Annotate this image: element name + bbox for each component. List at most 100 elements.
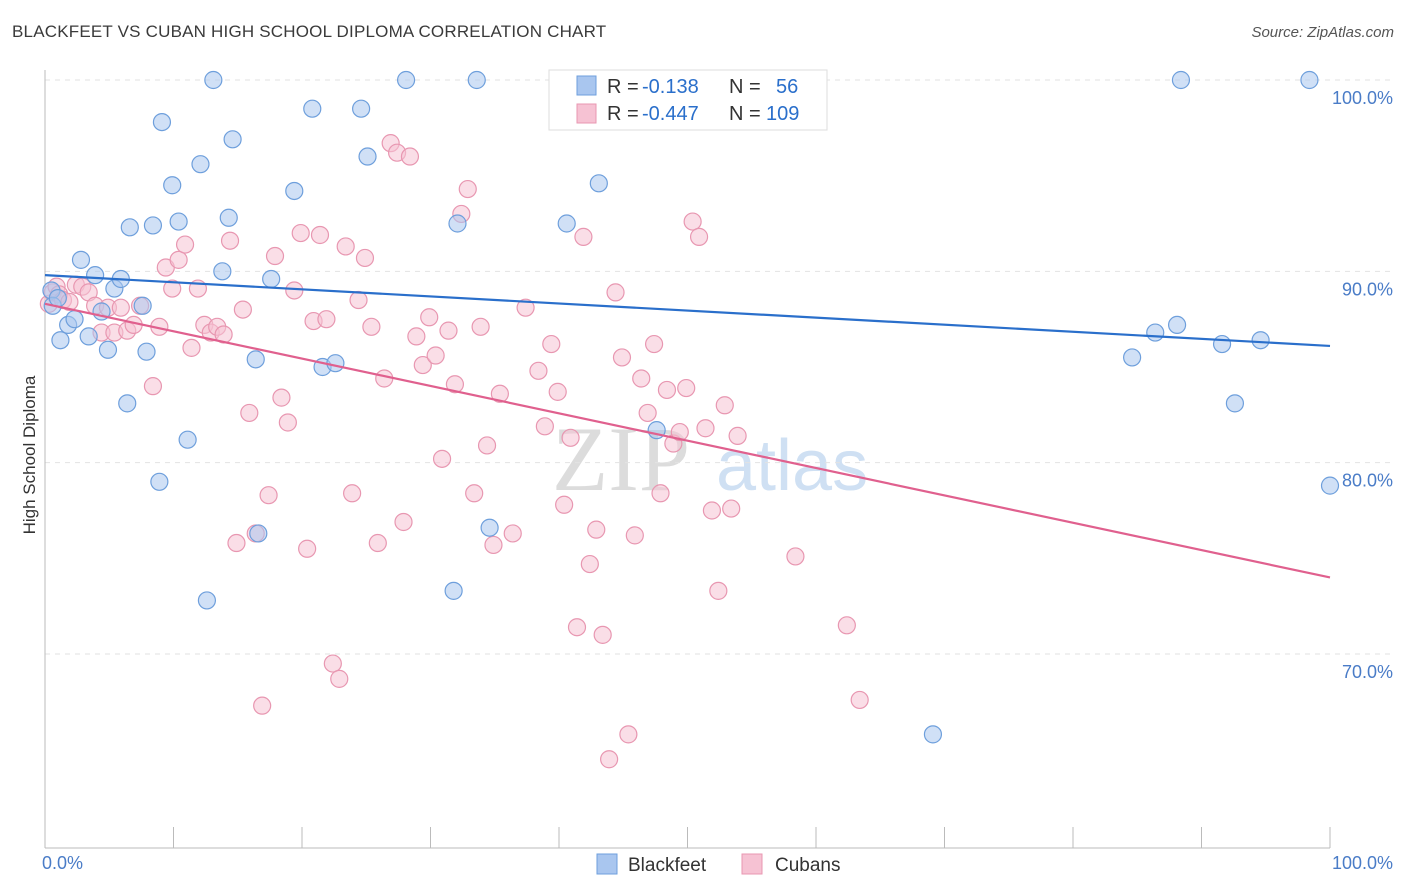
axes <box>44 70 1331 849</box>
x-tick-label: 100.0% <box>1332 853 1393 873</box>
blackfeet-point <box>589 174 608 193</box>
blackfeet-trend-line <box>44 274 1331 348</box>
blackfeet-point <box>197 591 217 610</box>
cubans-point <box>722 499 741 518</box>
cubans-point <box>702 501 722 520</box>
cubans-point <box>535 417 554 436</box>
blackfeet-point <box>1251 331 1270 350</box>
cubans-point <box>567 618 587 637</box>
blackfeet-point <box>303 99 322 118</box>
cubans-point <box>330 669 349 688</box>
grid-lines <box>45 79 1392 655</box>
blackfeet-points <box>42 70 1340 744</box>
blackfeet-point <box>48 289 67 308</box>
cubans-point <box>561 428 580 447</box>
cubans-point <box>143 377 163 396</box>
blackfeet-point <box>223 130 242 149</box>
cubans-point <box>240 403 259 423</box>
cubans-point <box>163 279 182 298</box>
cubans-point <box>426 346 445 365</box>
y-axis-label: High School Diploma <box>20 375 39 534</box>
cubans-point <box>233 300 252 319</box>
cubans-point <box>516 298 535 317</box>
cubans-point <box>182 338 201 357</box>
bottom-legend-swatch-blackfeet <box>596 853 618 875</box>
cubans-point <box>715 396 734 415</box>
blackfeet-point <box>133 296 152 315</box>
cubans-point <box>555 495 574 514</box>
cubans-point <box>574 227 593 246</box>
bottom-legend-swatch-cubans <box>741 853 763 875</box>
cubans-point <box>632 369 651 388</box>
cubans-point <box>420 308 439 327</box>
cubans-point <box>490 384 509 403</box>
blackfeet-point <box>326 354 345 373</box>
cubans-point <box>484 535 503 555</box>
legend-n-label-cubans: N = <box>729 103 761 125</box>
cubans-trend-line <box>44 302 1331 579</box>
blackfeet-point <box>448 214 467 233</box>
blackfeet-point <box>246 350 265 369</box>
y-tick-label: 90.0% <box>1342 279 1393 299</box>
legend-n-label-blackfeet: N = <box>729 76 761 98</box>
cubans-point <box>458 179 477 199</box>
legend-r-label-blackfeet: R = <box>607 76 639 98</box>
cubans-point <box>465 484 484 503</box>
cubans-point <box>169 250 188 269</box>
cubans-point <box>285 281 304 300</box>
cubans-point <box>728 426 747 445</box>
legend-r-value-cubans: -0.447 <box>642 103 699 125</box>
cubans-point <box>670 422 689 442</box>
blackfeet-point <box>65 310 84 329</box>
cubans-point <box>265 246 285 266</box>
cubans-point <box>343 484 362 503</box>
cubans-point <box>503 524 522 543</box>
cubans-point <box>612 348 632 367</box>
cubans-point <box>400 147 420 166</box>
blackfeet-point <box>163 176 182 195</box>
blackfeet-point <box>79 327 98 346</box>
legend-swatch-cubans <box>576 103 597 124</box>
cubans-point <box>651 484 670 503</box>
legend-n-value-cubans: 109 <box>766 103 799 125</box>
blackfeet-point <box>1212 334 1232 354</box>
top-legend: R = -0.138 N = 56 R = -0.447 N = 109 <box>548 69 828 131</box>
cubans-point <box>696 419 715 438</box>
cubans-point <box>606 283 625 302</box>
cubans-point <box>227 533 246 553</box>
cubans-point <box>111 298 130 317</box>
cubans-point <box>638 403 657 423</box>
cubans-point <box>259 486 278 505</box>
blackfeet-point <box>120 218 139 237</box>
bottom-legend-label-blackfeet: Blackfeet <box>628 855 707 876</box>
blackfeet-point <box>178 430 197 449</box>
blackfeet-point <box>51 331 70 350</box>
cubans-point <box>253 696 272 715</box>
cubans-point <box>220 231 240 250</box>
x-tick-labels: 0.0% 100.0% <box>42 853 1393 873</box>
bottom-legend: Blackfeet Cubans <box>596 853 841 876</box>
cubans-point <box>310 225 330 245</box>
blackfeet-point <box>1171 70 1191 90</box>
blackfeet-point <box>143 216 163 235</box>
blackfeet-point <box>118 394 137 413</box>
cubans-point <box>432 449 452 468</box>
blackfeet-point <box>137 342 156 361</box>
cubans-point <box>323 654 342 673</box>
blackfeet-point <box>480 518 499 537</box>
cubans-point <box>593 625 612 644</box>
blackfeet-point <box>86 266 105 285</box>
blackfeet-point <box>262 269 281 289</box>
cubans-point <box>689 227 709 246</box>
blackfeet-point <box>152 112 172 132</box>
cubans-point <box>407 327 426 346</box>
cubans-point <box>317 310 336 329</box>
blackfeet-point <box>1300 70 1319 90</box>
legend-swatch-blackfeet <box>576 75 597 96</box>
blackfeet-point <box>444 581 463 600</box>
y-tick-label: 80.0% <box>1342 471 1393 491</box>
y-tick-labels: 70.0% 80.0% 90.0% 100.0% <box>1332 88 1393 682</box>
cubans-point <box>580 554 599 574</box>
blackfeet-point <box>923 725 943 744</box>
